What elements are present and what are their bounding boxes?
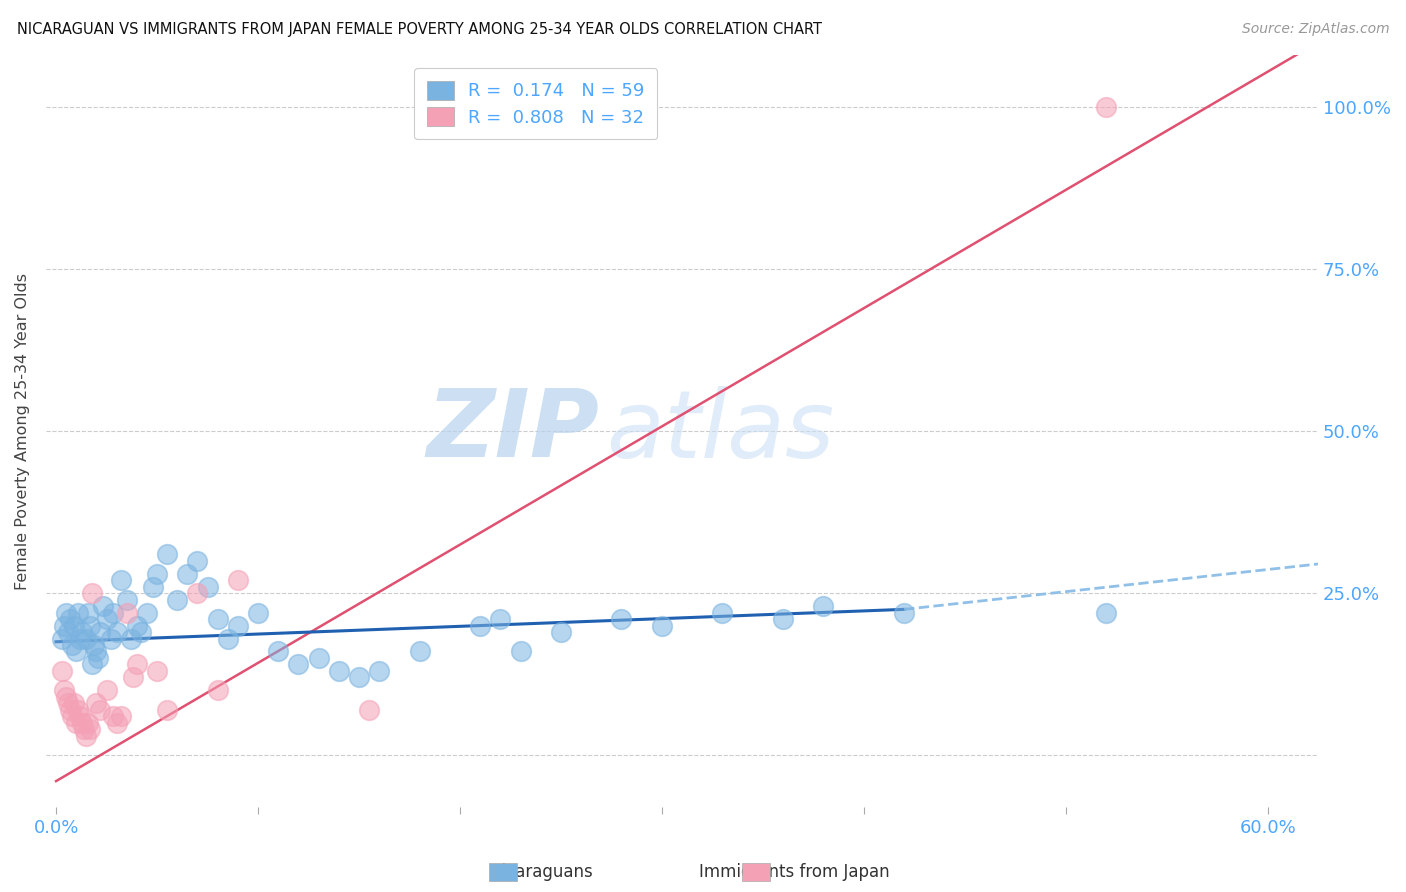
Point [75, 729, 97, 743]
Point [72, 625, 94, 640]
Point [226, 618, 249, 632]
Point [207, 683, 229, 698]
Point [125, 618, 148, 632]
Point [120, 632, 142, 646]
Point [489, 612, 512, 626]
Point [63, 618, 86, 632]
Point [893, 606, 915, 620]
Point [56, 697, 79, 711]
Point [129, 625, 152, 640]
Point [86, 644, 108, 658]
Point [110, 709, 132, 723]
Point [91, 599, 114, 613]
Point [55, 690, 77, 704]
Point [651, 618, 673, 632]
Point [60, 709, 83, 723]
Point [86, 697, 108, 711]
Point [347, 670, 370, 684]
Point [79, 723, 101, 737]
Point [1095, 100, 1118, 114]
Point [813, 599, 835, 613]
Point [368, 664, 391, 678]
Point [287, 657, 309, 672]
Point [73, 723, 96, 737]
Point [69, 632, 91, 646]
Point [711, 606, 734, 620]
Point [77, 715, 100, 730]
Text: Source: ZipAtlas.com: Source: ZipAtlas.com [1241, 22, 1389, 37]
Point [468, 618, 491, 632]
Point [142, 580, 165, 594]
Point [207, 612, 229, 626]
Point [610, 612, 633, 626]
Point [328, 664, 350, 678]
Point [89, 703, 111, 717]
Point [186, 554, 208, 568]
Point [1095, 606, 1118, 620]
Point [75, 632, 97, 646]
Point [509, 644, 531, 658]
Point [56, 625, 79, 640]
Point [51, 632, 73, 646]
Point [96, 612, 118, 626]
Point [408, 644, 430, 658]
Point [186, 586, 208, 600]
Legend: R =  0.174   N = 59, R =  0.808   N = 32: R = 0.174 N = 59, R = 0.808 N = 32 [415, 68, 658, 139]
Point [156, 547, 179, 561]
Point [83, 638, 105, 652]
Point [65, 644, 87, 658]
Text: atlas: atlas [606, 385, 834, 476]
Point [100, 632, 122, 646]
Y-axis label: Female Poverty Among 25-34 Year Olds: Female Poverty Among 25-34 Year Olds [15, 273, 30, 590]
Text: Immigrants from Japan: Immigrants from Japan [699, 863, 890, 881]
Point [772, 612, 794, 626]
Point [166, 592, 188, 607]
Point [101, 606, 124, 620]
Text: Nicaraguans: Nicaraguans [489, 863, 593, 881]
Point [226, 573, 249, 587]
Point [146, 664, 169, 678]
Point [67, 703, 90, 717]
Point [121, 670, 143, 684]
Point [67, 606, 90, 620]
Point [156, 703, 179, 717]
Text: ZIP: ZIP [426, 385, 599, 477]
Point [82, 586, 104, 600]
Point [51, 664, 73, 678]
Point [59, 612, 82, 626]
Point [59, 703, 82, 717]
Point [105, 715, 128, 730]
Point [357, 703, 380, 717]
Point [72, 715, 94, 730]
Point [53, 618, 76, 632]
Point [176, 566, 198, 581]
Point [550, 625, 572, 640]
Point [65, 715, 87, 730]
Point [77, 606, 100, 620]
Point [79, 618, 101, 632]
Text: NICARAGUAN VS IMMIGRANTS FROM JAPAN FEMALE POVERTY AMONG 25-34 YEAR OLDS CORRELA: NICARAGUAN VS IMMIGRANTS FROM JAPAN FEMA… [17, 22, 823, 37]
Point [53, 683, 76, 698]
Point [115, 606, 138, 620]
Point [69, 709, 91, 723]
Point [146, 566, 169, 581]
Point [63, 697, 86, 711]
Point [115, 592, 138, 607]
Point [136, 606, 159, 620]
Point [87, 651, 110, 665]
Point [267, 644, 290, 658]
Point [82, 657, 104, 672]
Point [89, 625, 111, 640]
Point [246, 606, 269, 620]
Point [125, 657, 148, 672]
Point [96, 683, 118, 698]
Point [55, 606, 77, 620]
Point [110, 573, 132, 587]
Point [101, 709, 124, 723]
Point [308, 651, 330, 665]
Point [217, 632, 239, 646]
Point [105, 625, 128, 640]
Point [197, 580, 219, 594]
Point [60, 638, 83, 652]
